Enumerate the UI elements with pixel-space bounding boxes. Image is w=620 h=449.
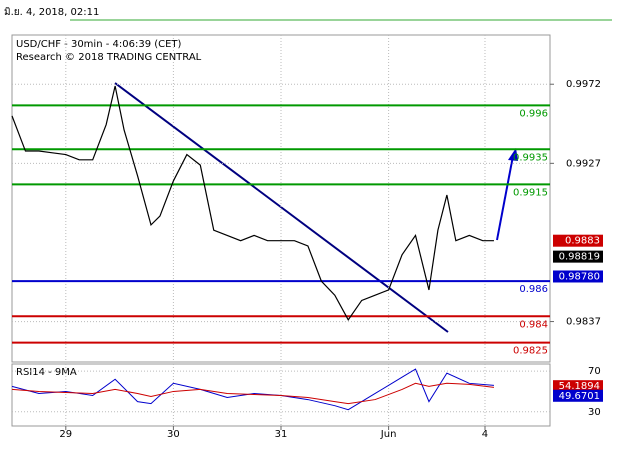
y-tick-label: 0.9927 xyxy=(566,158,601,169)
level-label: 0.984 xyxy=(519,319,548,330)
price-tag-box xyxy=(553,250,603,263)
level-label: 0.9915 xyxy=(513,187,548,198)
x-tick-label: 30 xyxy=(167,429,180,440)
rsi-tag-box xyxy=(553,380,603,393)
rsi-line xyxy=(11,382,495,405)
rsi-tag: 54.1894 xyxy=(559,381,600,392)
level-label: 0.9825 xyxy=(513,346,548,357)
price-tag: 0.98819 xyxy=(559,252,600,263)
x-tick-label: 31 xyxy=(275,429,288,440)
price-tag-box xyxy=(553,270,603,283)
x-tick-label: Jun xyxy=(380,429,397,440)
header: มิ.ย. 4, 2018, 02:11 xyxy=(4,7,99,18)
level-label: 0.996 xyxy=(519,108,548,119)
rsi-tag-box xyxy=(553,389,603,402)
x-tick-label: 29 xyxy=(59,429,72,440)
rsi-title: RSI14 - 9MA xyxy=(16,367,77,378)
y-tick-label: 30 xyxy=(588,407,601,418)
level-label: 0.986 xyxy=(519,284,548,295)
price-line xyxy=(11,85,494,321)
chart-title: USD/CHF - 30min - 4:06:39 (CET) xyxy=(16,39,182,50)
x-tick-label: 4 xyxy=(482,429,488,440)
arrow-head xyxy=(508,148,518,161)
y-tick-label: 70 xyxy=(588,366,601,377)
price-tag-box xyxy=(553,234,603,247)
y-tick-label: 0.9837 xyxy=(566,317,601,328)
trendline xyxy=(114,82,449,333)
forecast-arrow xyxy=(496,155,514,241)
y-tick-label: 0.9972 xyxy=(566,79,601,90)
rsi-tag: 49.6701 xyxy=(559,391,600,402)
level-label: 0.9935 xyxy=(513,152,548,163)
chart-subtitle: Research © 2018 TRADING CENTRAL xyxy=(16,52,202,63)
price-tag: 0.9883 xyxy=(565,236,600,247)
price-tag: 0.98780 xyxy=(559,271,600,282)
